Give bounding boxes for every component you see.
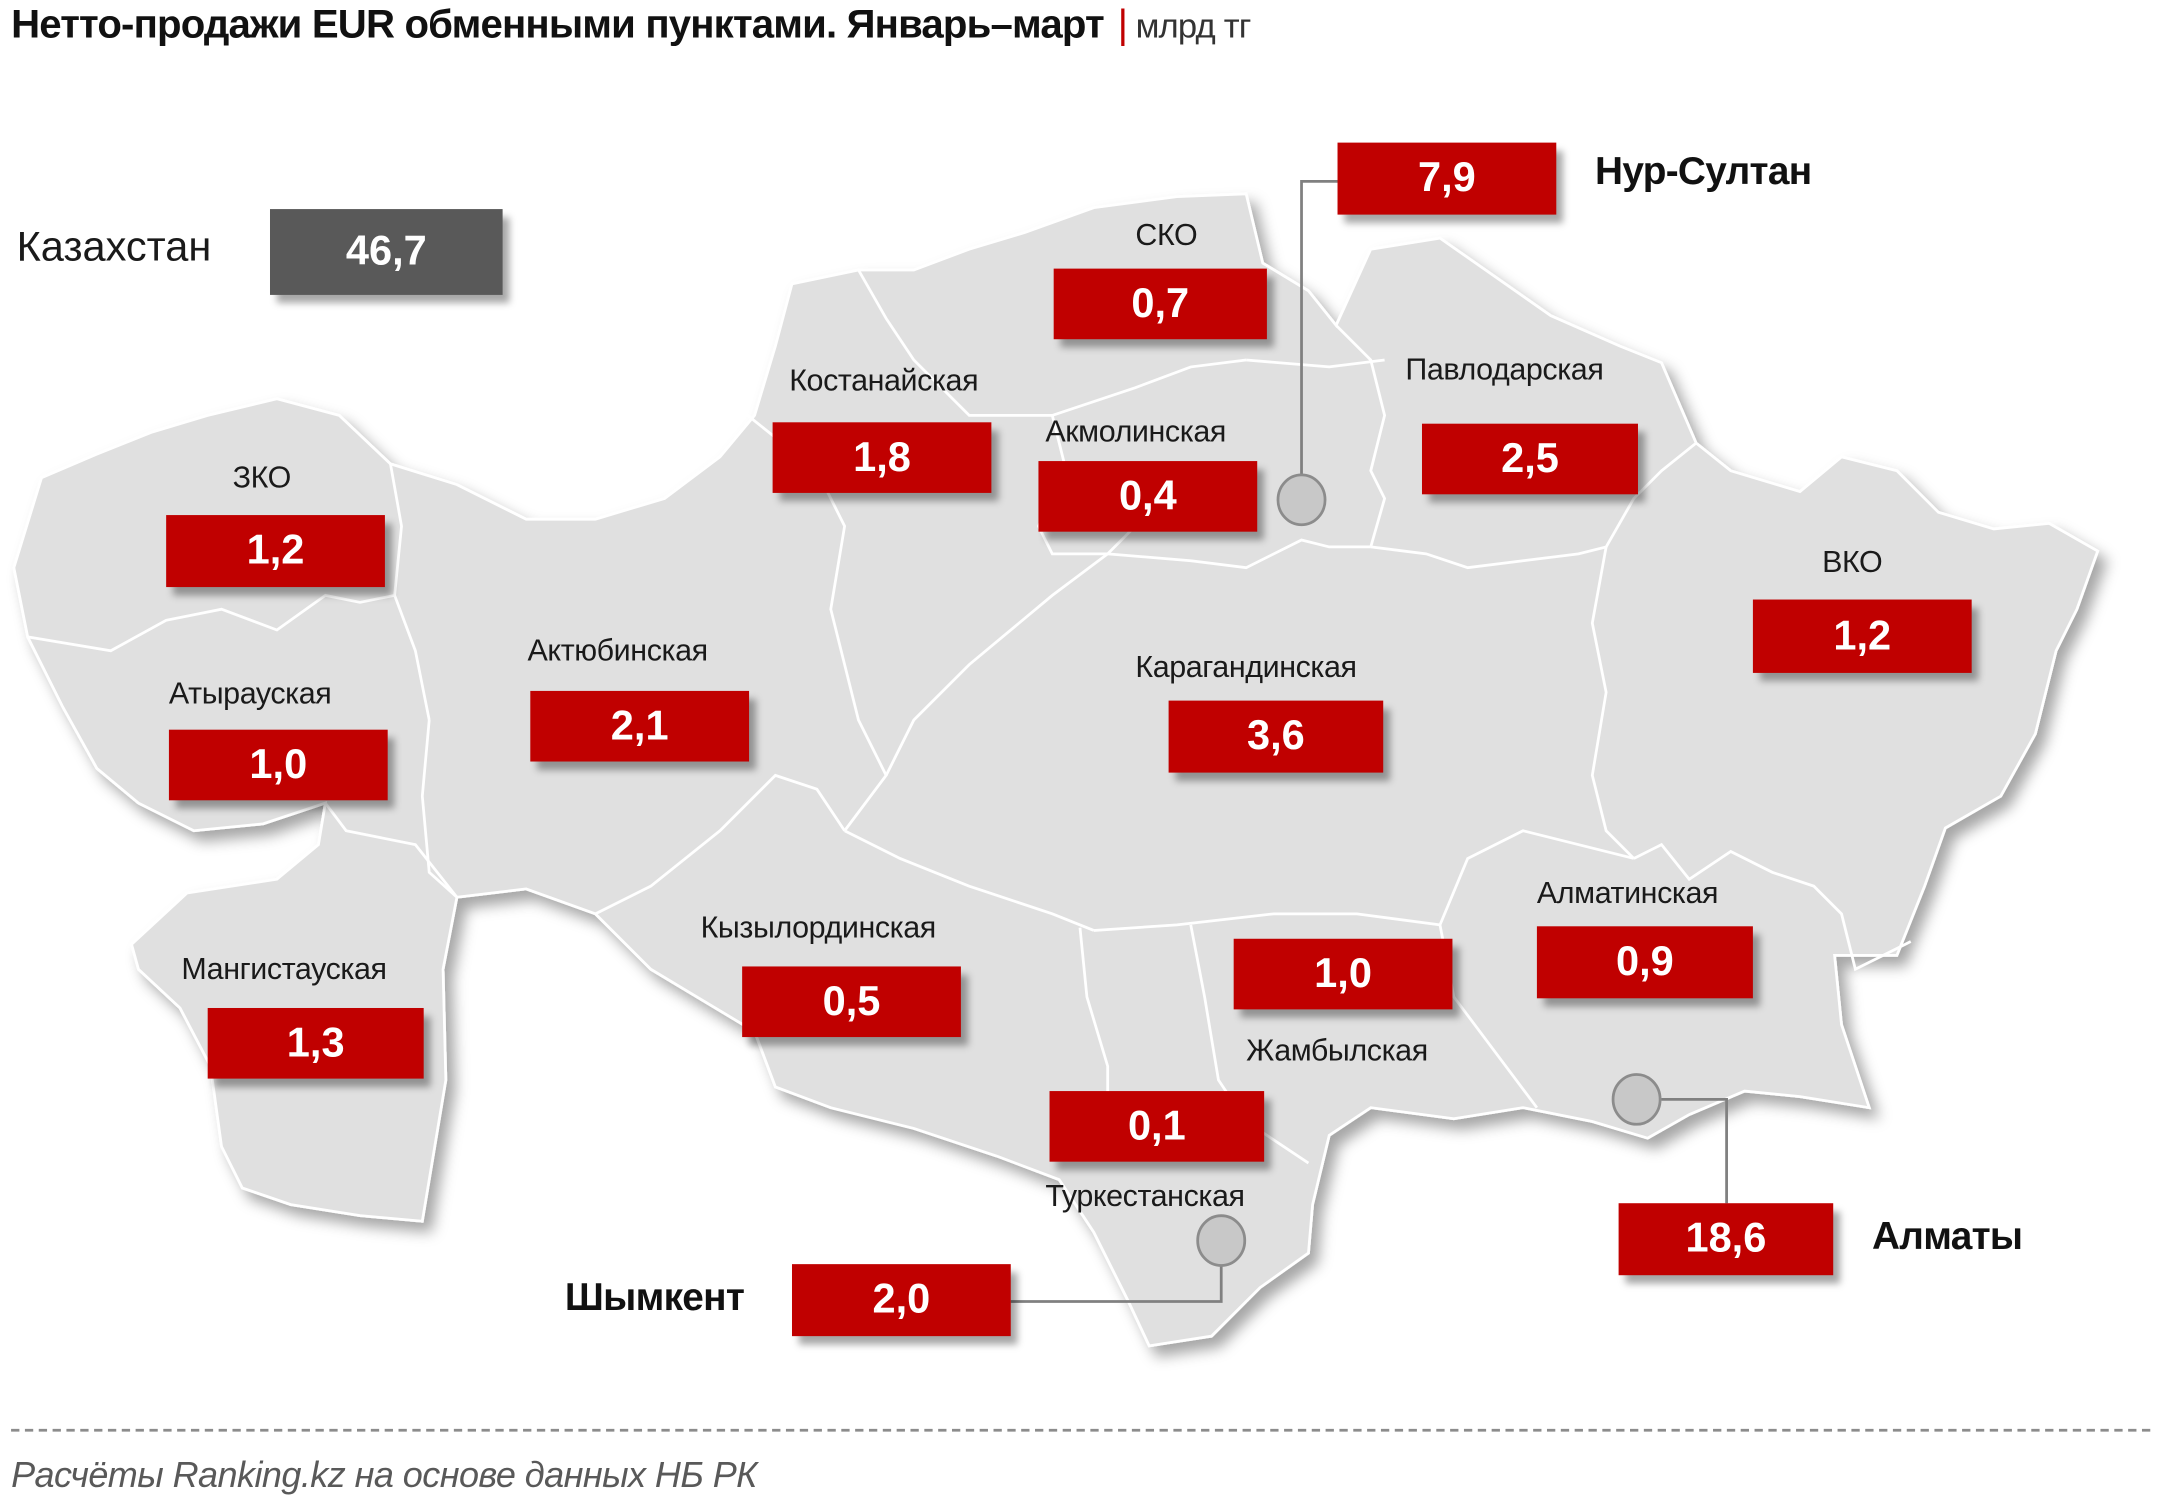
leader-line-almaty (1661, 1097, 1728, 1204)
value-box-karaganda: 3,6 (1168, 700, 1384, 773)
city-label-nur-sultan: Нур-Султан (1595, 149, 1812, 193)
region-label-almaty-obl: Алматинская (1536, 875, 1719, 910)
leader-lines (1010, 179, 1728, 1303)
value-box-vko: 1,2 (1752, 599, 1972, 673)
region-label-pavlodar: Павлодарская (1405, 351, 1604, 387)
footer-divider (11, 1428, 2151, 1432)
region-label-zhambyl: Жамбылская (1246, 1032, 1428, 1068)
value-box-zhambyl: 1,0 (1233, 938, 1453, 1010)
title-unit: млрд тг (1135, 6, 1252, 46)
value-box-almaty-obl: 0,9 (1536, 926, 1753, 999)
region-label-zko: ЗКО (232, 459, 292, 495)
value-box-nur-sultan: 7,9 (1337, 142, 1557, 215)
region-label-mangystau: Мангистауская (181, 951, 387, 986)
title-main: Нетто-продажи EUR обменными пунктами. Ян… (11, 2, 1105, 48)
region-label-kyzylorda: Кызылординская (700, 909, 937, 945)
chart-title: Нетто-продажи EUR обменными пунктами. Ян… (11, 2, 1252, 49)
city-label-shymkent: Шымкент (564, 1275, 745, 1319)
title-separator: | (1117, 2, 1128, 48)
value-box-zko: 1,2 (166, 515, 385, 588)
city-marker-shymkent (1196, 1214, 1247, 1267)
value-box-akmola: 0,4 (1038, 461, 1258, 532)
value-box-mangystau: 1,3 (207, 1007, 424, 1079)
total-value-box: 46,7 (269, 209, 503, 295)
value-box-kyzylorda: 0,5 (742, 966, 961, 1038)
value-box-atyrau: 1,0 (168, 729, 388, 801)
city-marker-almaty (1611, 1073, 1662, 1126)
value-box-almaty: 18,6 (1618, 1203, 1834, 1276)
region-label-akmola: Акмолинская (1045, 413, 1226, 449)
region-label-sko: СКО (1135, 217, 1198, 252)
value-box-aktobe: 2,1 (530, 690, 750, 762)
total-label: Казахстан (16, 224, 212, 270)
region-label-aktobe: Актюбинская (527, 632, 709, 668)
value-box-sko: 0,7 (1053, 268, 1267, 340)
source-note: Расчёты Ranking.kz на основе данных НБ Р… (11, 1453, 757, 1496)
value-box-pavlodar: 2,5 (1421, 423, 1638, 495)
leader-line-shymkent (1010, 1265, 1223, 1303)
region-label-kostanay: Костанайская (789, 362, 979, 398)
value-box-shymkent: 2,0 (791, 1264, 1011, 1337)
region-label-karaganda: Карагандинская (1135, 649, 1357, 684)
value-box-turkestan: 0,1 (1049, 1091, 1265, 1162)
region-label-vko: ВКО (1822, 544, 1883, 579)
city-marker-nur-sultan (1276, 473, 1327, 527)
region-label-atyrau: Атырауская (168, 675, 332, 711)
leader-line-nur-sultan (1300, 179, 1338, 475)
value-box-kostanay: 1,8 (772, 422, 992, 493)
region-label-turkestan: Туркестанская (1045, 1178, 1245, 1213)
city-label-almaty: Алматы (1871, 1214, 2023, 1258)
